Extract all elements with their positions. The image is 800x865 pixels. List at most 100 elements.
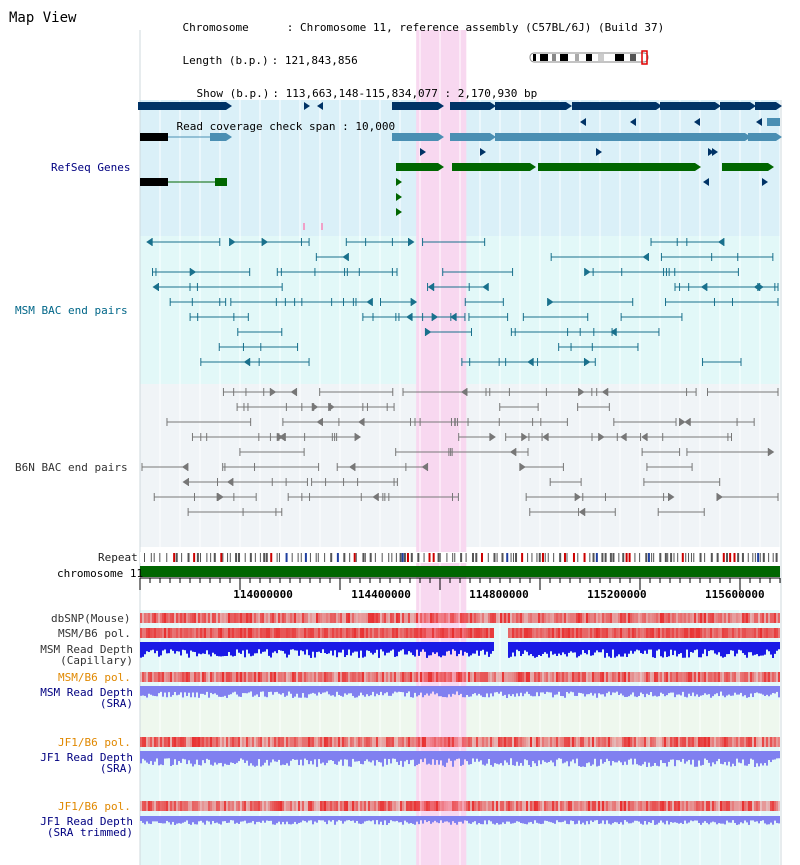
depth-bar: [498, 816, 500, 825]
pol-cell: [326, 737, 328, 747]
depth-bar: [512, 751, 514, 766]
depth-bar: [724, 816, 726, 825]
depth-bar: [778, 686, 780, 698]
depth-bar: [290, 642, 292, 650]
pol-cell: [250, 628, 252, 638]
depth-bar: [300, 686, 302, 698]
pol-cell: [334, 628, 336, 638]
pol-cell: [530, 737, 532, 747]
pol-cell: [778, 628, 780, 638]
depth-bar: [486, 686, 488, 694]
dbsnp-cell: [744, 613, 746, 623]
chromosome-ideogram[interactable]: [529, 50, 649, 65]
depth-bar: [398, 642, 400, 652]
depth-bar: [208, 686, 210, 698]
depth-bar: [630, 751, 632, 759]
dbsnp-cell: [406, 613, 408, 623]
repeat-element: [559, 553, 562, 562]
depth-bar: [176, 816, 178, 824]
dbsnp-cell: [198, 613, 200, 623]
pol-cell: [632, 628, 634, 638]
pol-cell: [404, 672, 406, 682]
depth-bar: [240, 751, 242, 759]
depth-bar: [334, 642, 336, 651]
dbsnp-cell: [532, 613, 534, 623]
depth-bar: [754, 686, 756, 694]
dbsnp-cell: [776, 613, 778, 623]
dbsnp-cell: [518, 613, 520, 623]
depth-bar: [474, 686, 476, 694]
pol-cell: [530, 801, 532, 811]
depth-bar: [644, 686, 646, 698]
dbsnp-cell: [754, 613, 756, 623]
dbsnp-cell: [498, 613, 500, 623]
depth-bar: [224, 686, 226, 696]
depth-bar: [480, 816, 482, 825]
dbsnp-cell: [214, 613, 216, 623]
depth-bar: [728, 816, 730, 823]
depth-bar: [758, 751, 760, 767]
pol-cell: [316, 737, 318, 747]
pol-cell: [284, 737, 286, 747]
pol-cell: [708, 801, 710, 811]
depth-bar: [318, 686, 320, 693]
depth-bar: [200, 751, 202, 766]
depth-bar: [534, 642, 536, 658]
pol-cell: [662, 737, 664, 747]
pol-cell: [454, 801, 456, 811]
gene-exon-block: [140, 133, 168, 141]
pol-cell: [750, 628, 752, 638]
refseq-gene-track[interactable]: [138, 102, 782, 230]
dbsnp-cell: [270, 613, 272, 623]
b6n-bac-track[interactable]: [141, 388, 779, 516]
depth-bar: [562, 642, 564, 653]
depth-bar: [526, 686, 528, 692]
depth-bar: [654, 686, 656, 696]
header-length-value: 121,843,856: [284, 54, 358, 67]
depth-bar: [544, 686, 546, 694]
pol-cell: [340, 672, 342, 682]
depth-bar: [212, 686, 214, 695]
depth-bar: [728, 751, 730, 762]
pol-cell: [290, 801, 292, 811]
pol-cell: [202, 672, 204, 682]
pol-cell: [724, 672, 726, 682]
depth-bar: [256, 686, 258, 695]
dbsnp-cell: [356, 613, 358, 623]
depth-bar: [536, 751, 538, 767]
depth-bar: [686, 751, 688, 762]
pol-cell: [168, 737, 170, 747]
msm-bac-track[interactable]: [146, 238, 779, 366]
pol-cell: [180, 672, 182, 682]
repeat-element: [747, 553, 749, 562]
depth-bar: [346, 686, 348, 695]
dbsnp-cell: [232, 613, 234, 623]
pol-cell: [288, 672, 290, 682]
pol-cell: [368, 737, 370, 747]
depth-bar: [464, 686, 466, 698]
depth-bar: [654, 816, 656, 825]
pol-cell: [682, 628, 684, 638]
depth-bar: [164, 642, 166, 650]
pol-cell: [262, 737, 264, 747]
depth-bar: [202, 751, 204, 761]
depth-bar: [396, 751, 398, 762]
pol-cell: [318, 737, 320, 747]
depth-bar: [154, 816, 156, 822]
pol-cell: [172, 737, 174, 747]
dbsnp-cell: [218, 613, 220, 623]
dbsnp-cell: [410, 613, 412, 623]
pol-cell: [338, 628, 340, 638]
pol-cell: [772, 628, 774, 638]
dbsnp-cell: [624, 613, 626, 623]
gene-arrow: [420, 148, 426, 156]
depth-bar: [238, 686, 240, 697]
depth-bar: [418, 686, 420, 696]
repeat-element: [625, 553, 628, 562]
depth-bar: [240, 816, 242, 822]
depth-bar: [246, 642, 248, 650]
pol-cell: [414, 672, 416, 682]
pol-cell: [468, 737, 470, 747]
depth-bar: [704, 751, 706, 759]
depth-bar: [380, 751, 382, 763]
